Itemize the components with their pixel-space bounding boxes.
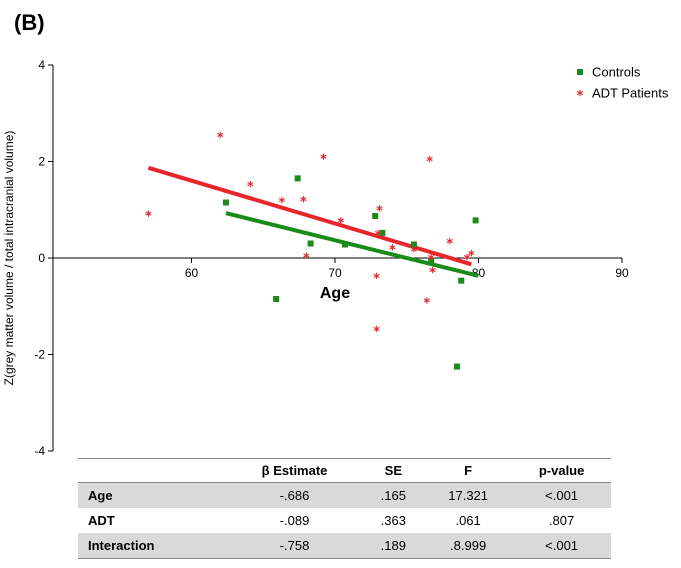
table-header-row: β Estimate SE F p-value: [78, 458, 611, 483]
data-point-square: [428, 257, 435, 264]
y-axis-label: Z(grey matter volume / total intracrania…: [2, 131, 16, 386]
data-point-asterisk: [247, 180, 254, 188]
data-point-asterisk: [426, 155, 433, 163]
data-point-asterisk: [145, 210, 152, 217]
y-tick-label: 2: [38, 155, 45, 169]
y-tick-label: -4: [34, 444, 45, 458]
data-point-asterisk: [217, 131, 224, 139]
data-point-square: [372, 213, 379, 220]
legend-label: Controls: [592, 65, 641, 80]
x-tick-label: 90: [615, 266, 629, 280]
data-point-asterisk: [463, 253, 471, 261]
data-point-asterisk: [389, 244, 396, 251]
row-label: Interaction: [78, 533, 227, 559]
cell-f: 17.321: [424, 482, 513, 508]
cell-beta: -.758: [226, 533, 363, 559]
data-point-asterisk: [429, 266, 436, 274]
data-point-square: [453, 363, 460, 370]
table-header-beta: β Estimate: [226, 458, 363, 483]
cell-beta: -.686: [226, 482, 363, 508]
fit-line-adt-patients: [147, 165, 472, 267]
data-point-asterisk: [303, 252, 310, 259]
data-point-asterisk: [300, 195, 307, 203]
legend-marker-controls: [577, 69, 583, 75]
data-point-asterisk: [278, 196, 285, 204]
data-point-square: [222, 199, 229, 206]
data-point-asterisk: [410, 246, 417, 253]
table-header-f: F: [424, 458, 513, 483]
data-point-square: [273, 296, 280, 303]
cell-p: <.001: [512, 482, 611, 508]
cell-beta: -.089: [279, 513, 310, 528]
x-axis-label: Age: [320, 285, 350, 302]
table-row-interaction: Interaction -.758 .189 .8.999 <.001: [78, 533, 611, 559]
data-point-square: [342, 241, 349, 248]
table-row-adt: ADT -.089 .363 .061 .807: [78, 508, 611, 533]
x-tick-label: 70: [328, 266, 342, 280]
cell-se: .363: [380, 513, 406, 528]
data-point-asterisk: [320, 153, 327, 160]
cell-se: .189: [362, 533, 425, 559]
data-point-square: [458, 277, 465, 284]
data-point-square: [410, 241, 417, 248]
data-point-asterisk: [374, 229, 382, 237]
cell-p: <.001: [512, 533, 611, 559]
data-point-asterisk: [428, 253, 435, 261]
panel-label: (B): [14, 10, 45, 35]
data-point-square: [472, 217, 479, 224]
y-tick-label: 4: [38, 58, 45, 72]
data-point-asterisk: [373, 325, 380, 333]
statistics-table: β Estimate SE F p-value Age -.686 .165 1…: [78, 458, 611, 559]
data-point-asterisk: [423, 297, 430, 304]
data-point-square: [294, 175, 301, 182]
fit-line-controls: [225, 211, 479, 278]
y-tick-label: 0: [38, 251, 45, 265]
data-point-square: [379, 229, 386, 236]
cell-p: .807: [548, 513, 575, 528]
data-point-square: [307, 240, 314, 247]
row-label: Age: [78, 482, 227, 508]
table-row-age: Age -.686 .165 17.321 <.001: [78, 482, 611, 508]
legend-label: ADT Patients: [592, 86, 669, 101]
cell-f: .061: [455, 513, 481, 528]
row-label: ADT: [88, 513, 115, 528]
y-tick-label: -2: [34, 348, 45, 362]
data-point-asterisk: [446, 237, 453, 245]
table-header-blank: [78, 458, 227, 483]
legend-marker-adt-patients: [576, 89, 584, 97]
data-point-asterisk: [376, 205, 383, 212]
table-header-se: SE: [362, 458, 425, 483]
data-point-asterisk: [468, 249, 475, 257]
x-tick-label: 60: [185, 266, 199, 280]
cell-se: .165: [362, 482, 425, 508]
data-point-asterisk: [337, 217, 344, 224]
data-point-asterisk: [373, 272, 380, 280]
table-header-p: p-value: [512, 458, 611, 483]
cell-f: .8.999: [424, 533, 513, 559]
